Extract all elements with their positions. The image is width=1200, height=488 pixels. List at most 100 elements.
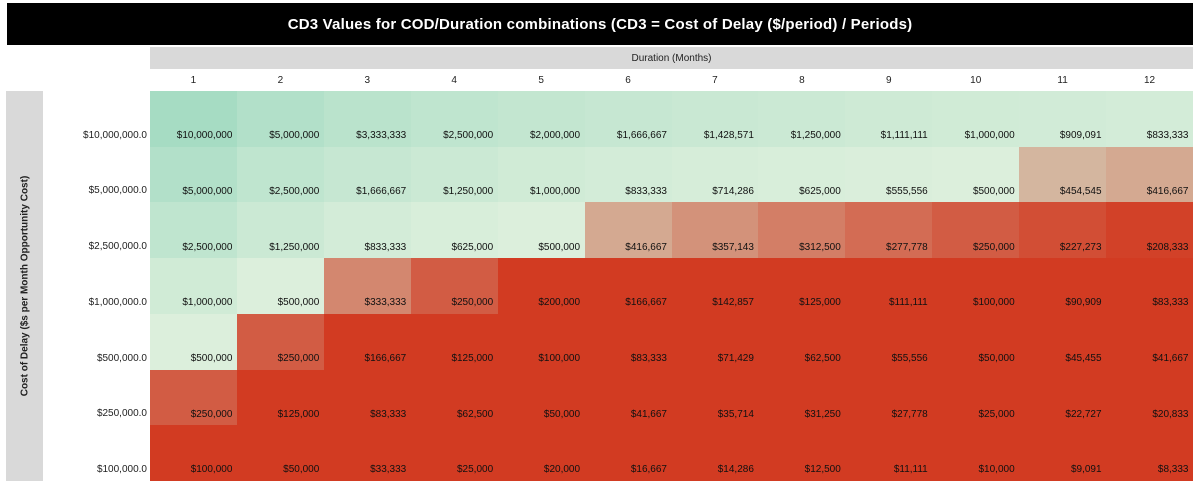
heatmap-cell: $625,000 (410, 202, 499, 259)
heatmap-cell: $1,000,000 (932, 91, 1020, 148)
row-label: $5,000,000.0 (88, 185, 147, 197)
row-label: $100,000.0 (96, 463, 147, 475)
heatmap-cell: $1,000,000 (497, 146, 586, 203)
row-label: $1,000,000.0 (88, 296, 147, 308)
heatmap-cell: $1,666,667 (323, 146, 412, 203)
heatmap-cell: $90,909 (1019, 258, 1107, 315)
heatmap-cell: $12,500 (758, 425, 846, 482)
heatmap-cell: $166,667 (584, 258, 672, 315)
heatmap-cell: $45,455 (1019, 313, 1107, 371)
heatmap-cell: $14,286 (671, 425, 759, 482)
heatmap-cell: $10,000 (932, 425, 1020, 482)
heatmap-cell: $5,000,000 (150, 146, 238, 203)
column-labels: 1 2 3 4 5 6 7 8 9 10 11 12 (150, 69, 1193, 91)
heatmap-cell: $1,111,111 (845, 91, 933, 148)
heatmap-cell: $500,000 (497, 202, 586, 259)
row-label: $10,000,000.0 (83, 129, 147, 141)
heatmap-cell: $41,667 (584, 369, 672, 426)
heatmap-cell: $1,250,000 (236, 202, 325, 259)
heatmap-cell: $625,000 (758, 146, 846, 203)
column-label: 4 (451, 74, 457, 86)
heatmap-cell: $22,727 (1019, 369, 1107, 426)
heatmap-cell: $333,333 (323, 258, 412, 315)
heatmap-cell: $250,000 (410, 258, 499, 315)
heatmap-cell: $833,333 (584, 146, 672, 203)
heatmap-cell: $125,000 (410, 313, 499, 371)
heatmap-cell: $16,667 (584, 425, 672, 482)
heatmap-cell: $25,000 (410, 425, 499, 482)
heatmap-cell: $500,000 (236, 258, 325, 315)
heatmap-cell: $100,000 (150, 425, 238, 482)
heatmap-cell: $20,000 (497, 425, 586, 482)
heatmap-cell: $1,250,000 (758, 91, 846, 148)
column-label: 6 (625, 74, 631, 86)
x-axis-title: Duration (Months) (150, 47, 1193, 69)
y-axis-band: Cost of Delay ($s per Month Opportunity … (6, 91, 43, 481)
heatmap-cell: $55,556 (845, 313, 933, 371)
heatmap-cell: $100,000 (497, 313, 586, 371)
heatmap-cell: $33,333 (323, 425, 412, 482)
heatmap-cell: $142,857 (671, 258, 759, 315)
heatmap-cell: $357,143 (671, 202, 759, 259)
heatmap-cell: $555,556 (845, 146, 933, 203)
heatmap-cell: $5,000,000 (236, 91, 325, 148)
heatmap-cell: $25,000 (932, 369, 1020, 426)
heatmap-cell: $2,500,000 (236, 146, 325, 203)
heatmap-cell: $200,000 (497, 258, 586, 315)
column-label: 1 (190, 74, 197, 86)
column-label: 10 (970, 74, 982, 86)
heatmap-cell: $83,333 (584, 313, 672, 371)
column-label: 12 (1143, 74, 1156, 86)
heatmap-cell: $11,111 (845, 425, 933, 482)
heatmap-cell: $909,091 (1019, 91, 1107, 148)
heatmap-cell: $125,000 (236, 369, 325, 426)
heatmap-cell: $50,000 (236, 425, 325, 482)
column-label: 5 (538, 74, 544, 86)
heatmap-cell: $1,250,000 (410, 146, 499, 203)
heatmap-cell: $416,667 (584, 202, 672, 259)
heatmap-cell: $1,666,667 (584, 91, 672, 148)
row-label: $2,500,000.0 (88, 241, 147, 253)
y-axis-title: Cost of Delay ($s per Month Opportunity … (19, 175, 30, 397)
heatmap-cell: $416,667 (1106, 146, 1194, 203)
heatmap-cell: $71,429 (671, 313, 759, 371)
heatmap-cell: $166,667 (323, 313, 412, 371)
heatmap-cell: $2,000,000 (497, 91, 586, 148)
row-label: $500,000.0 (96, 352, 147, 364)
heatmap-cell: $8,333 (1106, 425, 1194, 482)
heatmap-cell: $10,000,000 (150, 91, 238, 148)
heatmap-cell: $62,500 (410, 369, 499, 426)
chart-title: CD3 Values for COD/Duration combinations… (7, 3, 1193, 45)
heatmap-cell: $62,500 (758, 313, 846, 371)
heatmap-cell: $833,333 (323, 202, 412, 259)
heatmap-cell: $3,333,333 (323, 91, 412, 148)
heatmap-cell: $454,545 (1019, 146, 1107, 203)
column-label: 11 (1057, 74, 1068, 86)
heatmap-cell: $250,000 (236, 313, 325, 371)
heatmap-cell: $250,000 (150, 369, 238, 426)
heatmap-cell: $500,000 (932, 146, 1020, 203)
heatmap-cell: $9,091 (1019, 425, 1107, 482)
column-label: 2 (277, 74, 284, 86)
column-label: 8 (799, 74, 805, 86)
heatmap-cell: $41,667 (1106, 313, 1194, 371)
heatmap-cell: $50,000 (932, 313, 1020, 371)
heatmap-cell: $2,500,000 (410, 91, 499, 148)
heatmap-cell: $2,500,000 (150, 202, 238, 259)
heatmap-cell: $50,000 (497, 369, 586, 426)
heatmap-cell: $833,333 (1106, 91, 1194, 148)
heatmap-cell: $27,778 (845, 369, 933, 426)
column-label: 9 (886, 74, 892, 86)
heatmap-cell: $125,000 (758, 258, 846, 315)
heatmap-cell: $83,333 (323, 369, 412, 426)
heatmap-cell: $1,428,571 (671, 91, 759, 148)
heatmap-cell: $227,273 (1019, 202, 1107, 259)
heatmap-cell: $100,000 (932, 258, 1020, 315)
heatmap-cell: $250,000 (932, 202, 1020, 259)
heatmap-cell: $1,000,000 (150, 258, 238, 315)
heatmap-cell: $714,286 (671, 146, 759, 203)
column-label: 7 (712, 74, 718, 86)
row-label: $250,000.0 (96, 408, 147, 420)
heatmap-cell: $277,778 (845, 202, 933, 259)
heatmap-cell: $208,333 (1106, 202, 1194, 259)
